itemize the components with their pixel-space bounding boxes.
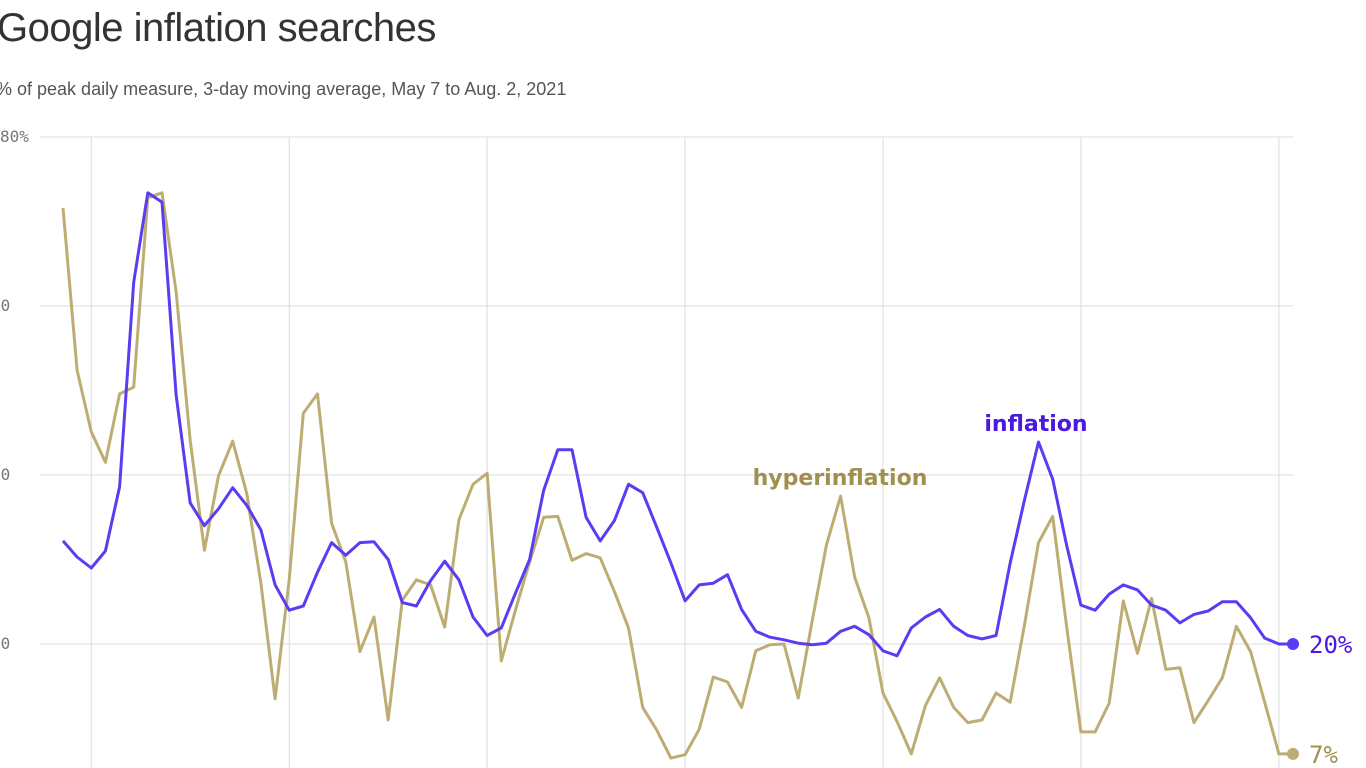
gridlines <box>40 136 1293 768</box>
end-point-inflation <box>1287 638 1299 650</box>
series-line-inflation <box>61 191 1293 658</box>
y-tick-label: 20 <box>0 634 10 653</box>
chart-subtitle: % of peak daily measure, 3-day moving av… <box>0 79 567 99</box>
y-axis-ticks: 20 40 60 80% <box>0 127 29 653</box>
series-label-hyperinflation: hyperinflation <box>753 466 928 491</box>
y-tick-label: 40 <box>0 465 10 484</box>
series-label-inflation: inflation <box>984 412 1087 437</box>
end-value-label-hyperinflation: 7% <box>1309 741 1338 768</box>
y-tick-label: 80% <box>0 127 29 146</box>
series-labels: 7% 20% inflation hyperinflation <box>753 412 1353 768</box>
series-line-hyperinflation <box>61 191 1293 760</box>
y-tick-label: 60 <box>0 296 10 315</box>
chart-title: Google inflation searches <box>0 6 436 50</box>
end-point-hyperinflation <box>1287 747 1299 760</box>
end-value-label-inflation: 20% <box>1309 631 1353 659</box>
series-lines <box>61 191 1299 760</box>
